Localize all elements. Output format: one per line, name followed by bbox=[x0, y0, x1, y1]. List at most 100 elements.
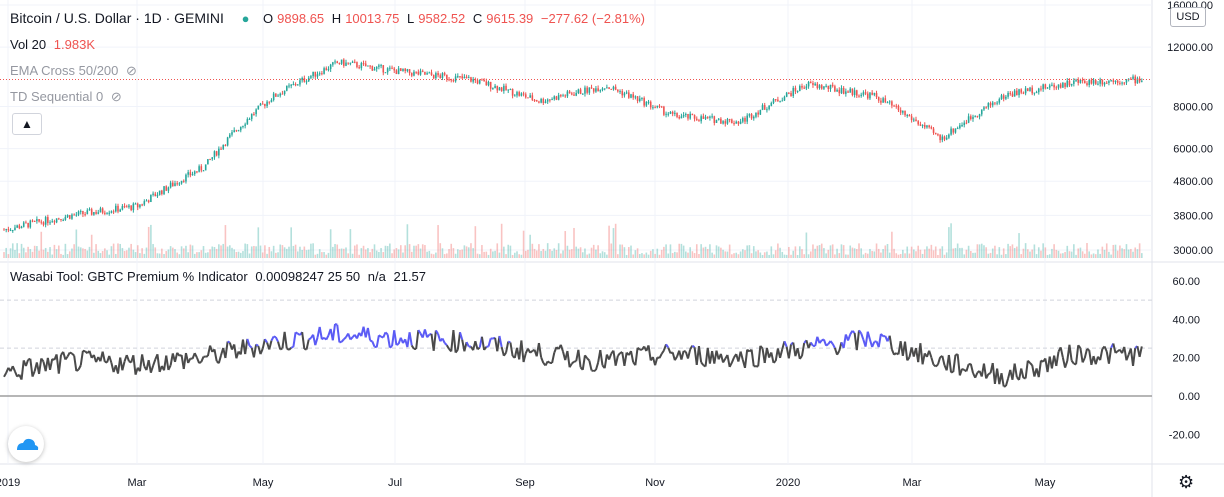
volume-bar bbox=[163, 254, 165, 258]
candle-body bbox=[825, 85, 827, 87]
candle-body bbox=[196, 171, 198, 173]
volume-bar bbox=[505, 254, 507, 258]
time-tick-label: Sep bbox=[515, 477, 535, 489]
volume-bar bbox=[360, 248, 363, 258]
candle-body bbox=[104, 212, 106, 214]
volume-value: 1.983K bbox=[53, 37, 95, 52]
candle-body bbox=[1110, 80, 1112, 82]
indicator-line-segment bbox=[66, 352, 71, 358]
indicator-line-segment bbox=[29, 358, 34, 377]
volume-bar bbox=[606, 254, 608, 258]
candle-body bbox=[634, 96, 637, 98]
indicator-line-segment bbox=[331, 323, 337, 341]
volume-bar bbox=[689, 247, 691, 258]
volume-bar bbox=[110, 246, 113, 258]
candle-body bbox=[777, 99, 779, 102]
volume-bar bbox=[1125, 244, 1128, 258]
candle-body bbox=[660, 106, 663, 108]
indicator-line-segment bbox=[520, 340, 525, 363]
candle-body bbox=[902, 110, 904, 113]
candle-body bbox=[470, 77, 472, 82]
candle-body bbox=[1046, 87, 1049, 89]
volume-bar bbox=[185, 245, 187, 258]
candle-body bbox=[410, 73, 413, 76]
indicator-line-segment bbox=[505, 341, 510, 353]
candle-body bbox=[1112, 80, 1115, 82]
candle-body bbox=[695, 118, 698, 121]
candle-body bbox=[586, 87, 588, 93]
indicator-line-segment bbox=[454, 349, 459, 354]
ema-legend[interactable]: EMA Cross 50/200 ⊘ bbox=[10, 63, 141, 79]
volume-bar bbox=[395, 248, 398, 258]
volume-bar bbox=[1101, 246, 1104, 258]
candle-body bbox=[494, 85, 496, 89]
volume-bar bbox=[737, 254, 740, 258]
indicator-line-segment bbox=[529, 350, 533, 354]
indicator-line-segment bbox=[634, 347, 639, 366]
indicator-line-segment bbox=[371, 341, 376, 348]
tradingview-logo[interactable] bbox=[8, 426, 44, 462]
currency-badge[interactable]: USD bbox=[1170, 7, 1206, 27]
eye-hidden-icon[interactable]: ⊘ bbox=[110, 89, 122, 104]
volume-bar bbox=[713, 254, 716, 258]
candle-body bbox=[443, 73, 446, 75]
indicator-line-segment bbox=[73, 355, 78, 372]
candle-body bbox=[489, 81, 492, 89]
volume-bar bbox=[866, 253, 869, 258]
volume-bar bbox=[1053, 244, 1055, 258]
candle-body bbox=[391, 67, 393, 69]
indicator-line-segment bbox=[132, 355, 137, 375]
candle-body bbox=[1057, 84, 1060, 88]
candle-body bbox=[919, 124, 922, 126]
volume-bar bbox=[410, 251, 413, 258]
volume-bar bbox=[599, 253, 602, 258]
volume-bar bbox=[511, 254, 514, 258]
indicator-line-segment bbox=[264, 338, 268, 344]
collapse-legend-button[interactable]: ▲ bbox=[12, 113, 42, 135]
candle-body bbox=[994, 102, 996, 104]
candle-body bbox=[286, 85, 288, 91]
volume-bar bbox=[305, 250, 308, 258]
candle-body bbox=[117, 205, 119, 212]
volume-legend[interactable]: Vol 20 1.983K bbox=[10, 37, 99, 52]
price-tick-label: 12000.00 bbox=[1167, 42, 1213, 54]
candle-body bbox=[301, 78, 303, 81]
candle-body bbox=[424, 71, 426, 75]
indicator-line-segment bbox=[739, 351, 744, 361]
candle-body bbox=[511, 89, 514, 96]
volume-bar bbox=[286, 248, 288, 258]
indicator-line-segment bbox=[176, 352, 181, 357]
candle-body bbox=[535, 99, 538, 102]
indicator-line-segment bbox=[700, 361, 705, 366]
indicator-line-segment bbox=[932, 363, 937, 368]
candle-body bbox=[658, 105, 661, 107]
low-value: 9582.52 bbox=[418, 11, 466, 26]
indicator-line-segment bbox=[321, 336, 325, 341]
symbol-title[interactable]: Bitcoin / U.S. Dollar · 1D · GEMINI bbox=[10, 10, 224, 26]
indicator-line-segment bbox=[847, 333, 852, 341]
candle-body bbox=[682, 114, 685, 117]
indicator-line-segment bbox=[608, 353, 613, 360]
candle-body bbox=[296, 84, 299, 86]
candle-body bbox=[432, 75, 435, 79]
candle-body bbox=[823, 86, 825, 89]
volume-bar bbox=[864, 252, 867, 258]
volume-bar bbox=[413, 245, 415, 258]
volume-bar bbox=[923, 249, 926, 258]
volume-bar bbox=[1081, 251, 1084, 258]
volume-bar bbox=[1031, 249, 1033, 258]
volume-bar bbox=[1007, 243, 1009, 258]
candle-body bbox=[529, 95, 531, 98]
eye-hidden-icon[interactable]: ⊘ bbox=[126, 63, 137, 78]
indicator-legend[interactable]: Wasabi Tool: GBTC Premium % Indicator 0.… bbox=[10, 269, 430, 284]
indicator-line-segment bbox=[11, 365, 16, 372]
volume-bar bbox=[248, 253, 251, 258]
td-legend[interactable]: TD Sequential 0 ⊘ bbox=[10, 89, 126, 105]
volume-bar bbox=[731, 254, 733, 258]
candle-body bbox=[715, 119, 718, 123]
volume-bar bbox=[492, 251, 494, 258]
volume-bar bbox=[1011, 244, 1014, 258]
candle-body bbox=[275, 93, 277, 97]
gear-icon[interactable]: ⚙ bbox=[1178, 472, 1195, 492]
